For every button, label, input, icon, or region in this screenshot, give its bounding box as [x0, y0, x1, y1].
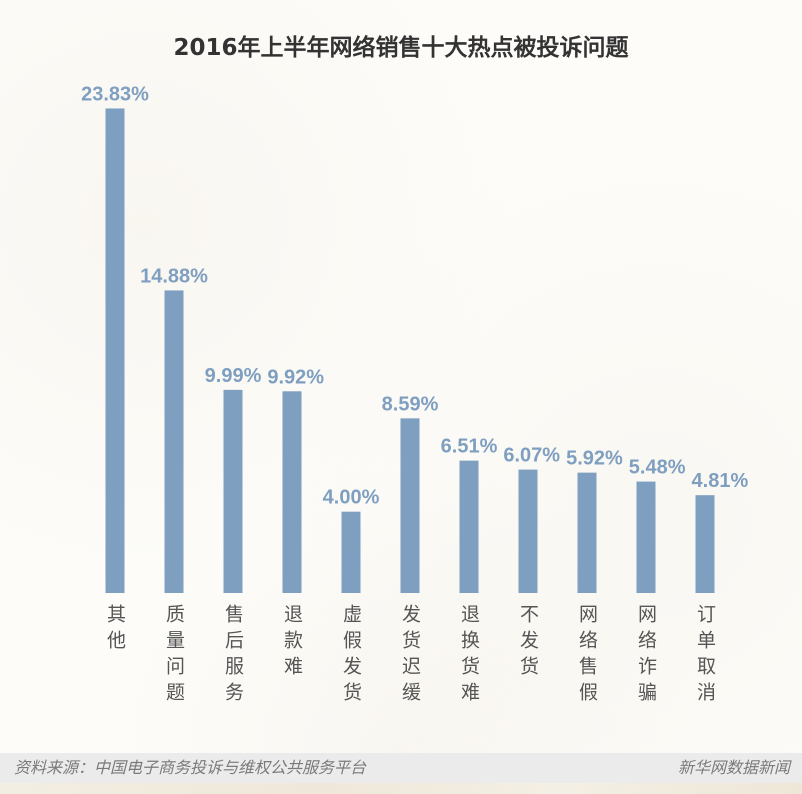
value-labels: 23.83% 14.88% 9.99% 9.92% 4.00% 8.59%6.51% 6.0… [81, 83, 748, 508]
value-label-5: 4.00% [323, 487, 380, 509]
bottom-strip [0, 783, 802, 794]
bars [105, 108, 715, 593]
value-label-2: 14.88% [140, 265, 208, 287]
category-label-6: 发货迟缓 [399, 604, 421, 708]
bar-5 [341, 511, 361, 593]
bar-8 [518, 469, 538, 593]
category-label-4: 退款难 [281, 604, 303, 682]
category-label-2: 质量问题 [163, 604, 185, 708]
category-label-7: 退换货难 [458, 604, 480, 708]
value-label-3: 9.99% [205, 365, 262, 387]
bar-7 [459, 460, 479, 593]
bar-4 [282, 391, 302, 593]
category-label-1: 其他 [104, 604, 126, 656]
bar-1 [105, 108, 125, 593]
category-label-8: 不发货 [517, 604, 539, 682]
value-label-9: 5.92% [566, 448, 623, 470]
category-label-3: 售后服务 [222, 604, 244, 708]
category-label-11: 订单取消 [694, 604, 716, 708]
value-label-1: 23.83% [81, 83, 149, 105]
bar-9 [577, 472, 597, 593]
value-label-7: 6.51% [441, 436, 498, 458]
category-label-9: 网络售假 [576, 604, 598, 708]
bar-2 [164, 290, 184, 593]
value-label-4: 9.92% [267, 366, 324, 388]
bar-10 [636, 481, 656, 593]
bar-3 [223, 389, 243, 593]
value-label-11: 4.81% [692, 470, 749, 492]
value-label-8: 6.07% [503, 445, 560, 467]
source-note: 资料来源：中国电子商务投诉与维权公共服务平台 [14, 758, 367, 777]
chart-title: 2016年上半年网络销售十大热点被投诉问题 [173, 35, 629, 61]
credit-note: 新华网数据新闻 [677, 758, 790, 777]
category-label-5: 虚假发货 [340, 604, 362, 708]
category-label-10: 网络诈骗 [635, 604, 657, 708]
bar-6 [400, 418, 420, 593]
bar-11 [695, 495, 715, 593]
value-label-10: 5.48% [629, 457, 686, 479]
value-label-6: 8.59% [382, 393, 439, 415]
footer-band [0, 753, 802, 783]
